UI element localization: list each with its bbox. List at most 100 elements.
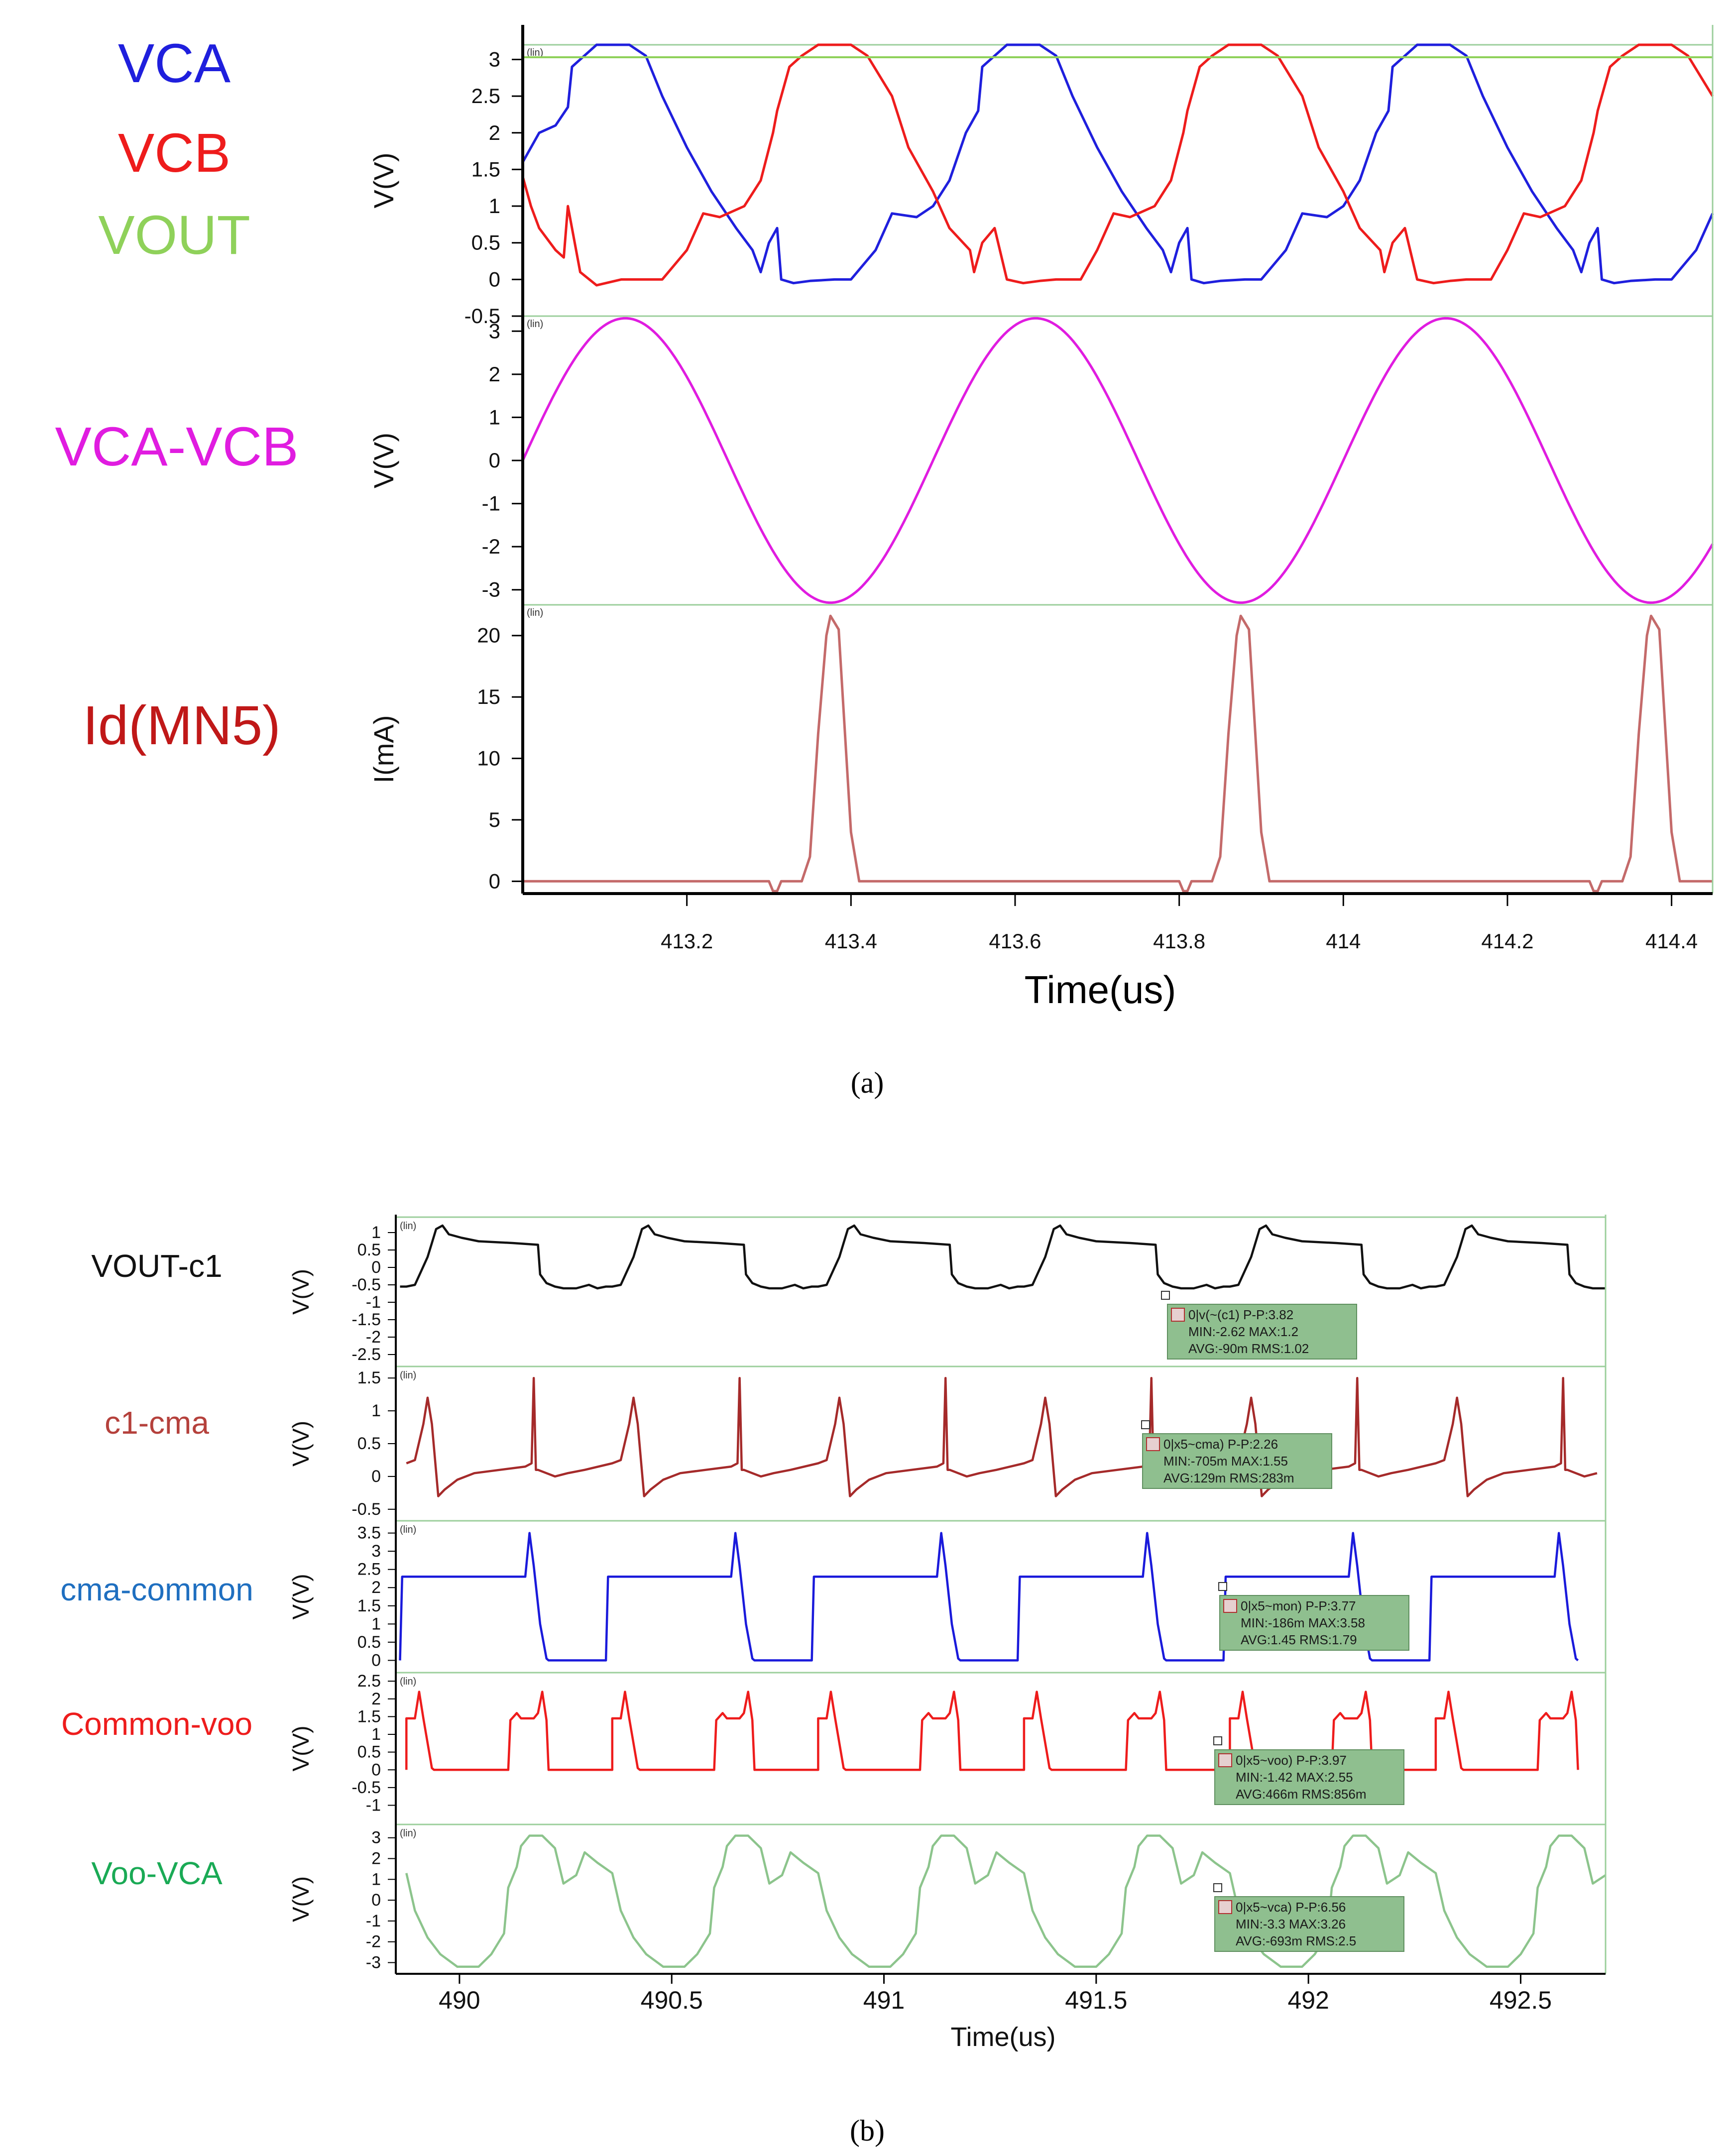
measure-line-3: AVG:-90m RMS:1.02 bbox=[1188, 1341, 1309, 1356]
measurement-box-bg bbox=[1214, 1896, 1404, 1952]
label-common-voo: Common-voo bbox=[61, 1706, 252, 1742]
label-cma-common: cma-common bbox=[60, 1572, 253, 1607]
y-tick-label: 1.5 bbox=[357, 1707, 381, 1726]
y-tick-label: 3.5 bbox=[357, 1524, 381, 1543]
y-tick-label: 0.5 bbox=[357, 1743, 381, 1762]
x-axis-label: Time(us) bbox=[951, 2022, 1056, 2052]
scale-tag: (lin) bbox=[400, 1370, 416, 1381]
scale-tag: (lin) bbox=[400, 1676, 416, 1687]
y-tick-label: 1.5 bbox=[357, 1368, 381, 1387]
y-tick-label: -0.5 bbox=[351, 1275, 381, 1294]
y-tick-label: 2 bbox=[371, 1849, 381, 1868]
measure-icon bbox=[1218, 1900, 1232, 1914]
y-tick-label: 2 bbox=[489, 362, 500, 386]
x-tick-label: 492.5 bbox=[1490, 1986, 1552, 2014]
measurement-box: 0|x5~cma) P-P:2.26 MIN:-705m MAX:1.55 AVG:… bbox=[1142, 1433, 1332, 1489]
y-tick-label: -0.5 bbox=[351, 1500, 381, 1519]
y-tick-label: -1 bbox=[482, 492, 500, 515]
cursor-marker bbox=[1213, 1883, 1222, 1892]
y-tick-label: 0.5 bbox=[357, 1633, 381, 1652]
y-tick-label: 0 bbox=[489, 449, 500, 472]
x-axis-label: Time(us) bbox=[1025, 968, 1176, 1012]
caption-b: (b) bbox=[850, 2114, 885, 2147]
label-vcb: VCB bbox=[118, 122, 231, 184]
y-tick-label: 1 bbox=[371, 1401, 381, 1420]
panel-labels-b: VOUT-c1 c1-cma cma-common Common-voo Voo-VCA bbox=[60, 1248, 253, 1891]
y-tick-label: 0.5 bbox=[471, 231, 500, 254]
scale-tag: (lin) bbox=[527, 47, 543, 58]
y-axis-label: V(V) bbox=[288, 1421, 314, 1467]
scale-tag: (lin) bbox=[527, 319, 543, 330]
scale-tag: (lin) bbox=[527, 607, 543, 618]
measure-line-3: AVG:1.45 RMS:1.79 bbox=[1241, 1632, 1357, 1647]
y-tick-label: -0.5 bbox=[464, 304, 500, 328]
y-tick-label: 5 bbox=[489, 808, 500, 831]
x-tick-label: 414 bbox=[1326, 929, 1361, 953]
y-tick-label: 0.5 bbox=[357, 1434, 381, 1453]
label-voo-vca: Voo-VCA bbox=[91, 1855, 223, 1891]
y-tick-label: 1.5 bbox=[471, 157, 500, 181]
y-tick-label: 15 bbox=[477, 685, 500, 708]
measure-line-2: MIN:-3.3 MAX:3.26 bbox=[1236, 1917, 1346, 1931]
scale-tag: (lin) bbox=[400, 1524, 416, 1535]
x-tick-label: 490 bbox=[439, 1986, 480, 2014]
measurement-box: 0|x5~voo) P-P:3.97 MIN:-1.42 MAX:2.55 AVG:… bbox=[1214, 1749, 1404, 1805]
figure-a: VCA VCB VOUT VCA-VCB Id(MN5) (lin) V(V) 3 2… bbox=[55, 25, 1714, 1099]
y-tick-label: 3 bbox=[489, 47, 500, 71]
y-axis-label: V(V) bbox=[288, 1876, 314, 1922]
y-tick-label: -1 bbox=[366, 1293, 381, 1312]
y-tick-label: 0.5 bbox=[357, 1241, 381, 1259]
measurement-box: 0|x5~vca) P-P:6.56 MIN:-3.3 MAX:3.26 AVG:-… bbox=[1214, 1896, 1404, 1952]
y-tick-label: -3 bbox=[482, 578, 500, 601]
measure-icon bbox=[1223, 1599, 1237, 1613]
cursor-marker bbox=[1218, 1582, 1227, 1591]
label-vca-vcb: VCA-VCB bbox=[55, 416, 299, 477]
y-tick-label: 1 bbox=[371, 1725, 381, 1744]
y-tick-label: 1 bbox=[371, 1870, 381, 1889]
y-tick-label: -2 bbox=[482, 535, 500, 558]
y-axis-label: V(V) bbox=[288, 1726, 314, 1772]
y-tick-label: 0 bbox=[371, 1651, 381, 1670]
x-tick-label: 413.6 bbox=[989, 929, 1041, 953]
measurement-box-bg bbox=[1142, 1433, 1332, 1489]
y-tick-label: -2 bbox=[366, 1328, 381, 1347]
measurement-box-bg bbox=[1219, 1595, 1409, 1651]
measure-line-1: 0|x5~voo) P-P:3.97 bbox=[1236, 1753, 1347, 1768]
y-tick-label: 20 bbox=[477, 624, 500, 647]
series-vca-vcb bbox=[521, 317, 1714, 604]
y-tick-label: 1 bbox=[371, 1223, 381, 1242]
x-tick-label: 491.5 bbox=[1065, 1986, 1127, 2014]
measurement-box-bg bbox=[1167, 1304, 1357, 1360]
caption-a: (a) bbox=[851, 1066, 884, 1099]
y-tick-label: 3 bbox=[371, 1828, 381, 1847]
series-cma-common bbox=[399, 1532, 1579, 1662]
label-vca: VCA bbox=[118, 33, 231, 94]
series-id-mn5- bbox=[523, 614, 1713, 893]
measure-line-1: 0|x5~cma) P-P:2.26 bbox=[1163, 1437, 1278, 1452]
y-tick-label: 0 bbox=[489, 267, 500, 291]
y-tick-label: 1.5 bbox=[357, 1596, 381, 1615]
y-tick-label: 2 bbox=[371, 1578, 381, 1597]
measure-line-1: 0|x5~vca) P-P:6.56 bbox=[1236, 1900, 1346, 1915]
y-tick-label: -2 bbox=[366, 1932, 381, 1951]
label-c1-cma: c1-cma bbox=[105, 1405, 209, 1441]
y-tick-label: 2.5 bbox=[357, 1672, 381, 1691]
y-tick-label: 3 bbox=[489, 319, 500, 342]
x-tick-label: 492 bbox=[1287, 1986, 1329, 2014]
series-vca bbox=[521, 43, 1714, 285]
measurement-box-bg bbox=[1214, 1749, 1404, 1805]
label-vout-c1: VOUT-c1 bbox=[91, 1248, 222, 1284]
measure-line-2: MIN:-2.62 MAX:1.2 bbox=[1188, 1324, 1298, 1339]
measure-line-2: MIN:-1.42 MAX:2.55 bbox=[1236, 1770, 1353, 1785]
x-tick-label: 490.5 bbox=[641, 1986, 703, 2014]
scale-tag: (lin) bbox=[400, 1828, 416, 1839]
measure-line-2: MIN:-705m MAX:1.55 bbox=[1163, 1454, 1288, 1469]
y-tick-label: -1 bbox=[366, 1796, 381, 1815]
y-tick-label: 2.5 bbox=[357, 1560, 381, 1579]
measurement-box: 0|x5~mon) P-P:3.77 MIN:-186m MAX:3.58 AVG:… bbox=[1219, 1595, 1409, 1651]
figure-b: VOUT-c1 c1-cma cma-common Common-voo Voo-VCA… bbox=[60, 1215, 1607, 2147]
cursor-marker bbox=[1213, 1736, 1222, 1745]
x-tick-label: 413.8 bbox=[1153, 929, 1205, 953]
y-tick-label: -2.5 bbox=[351, 1345, 381, 1364]
